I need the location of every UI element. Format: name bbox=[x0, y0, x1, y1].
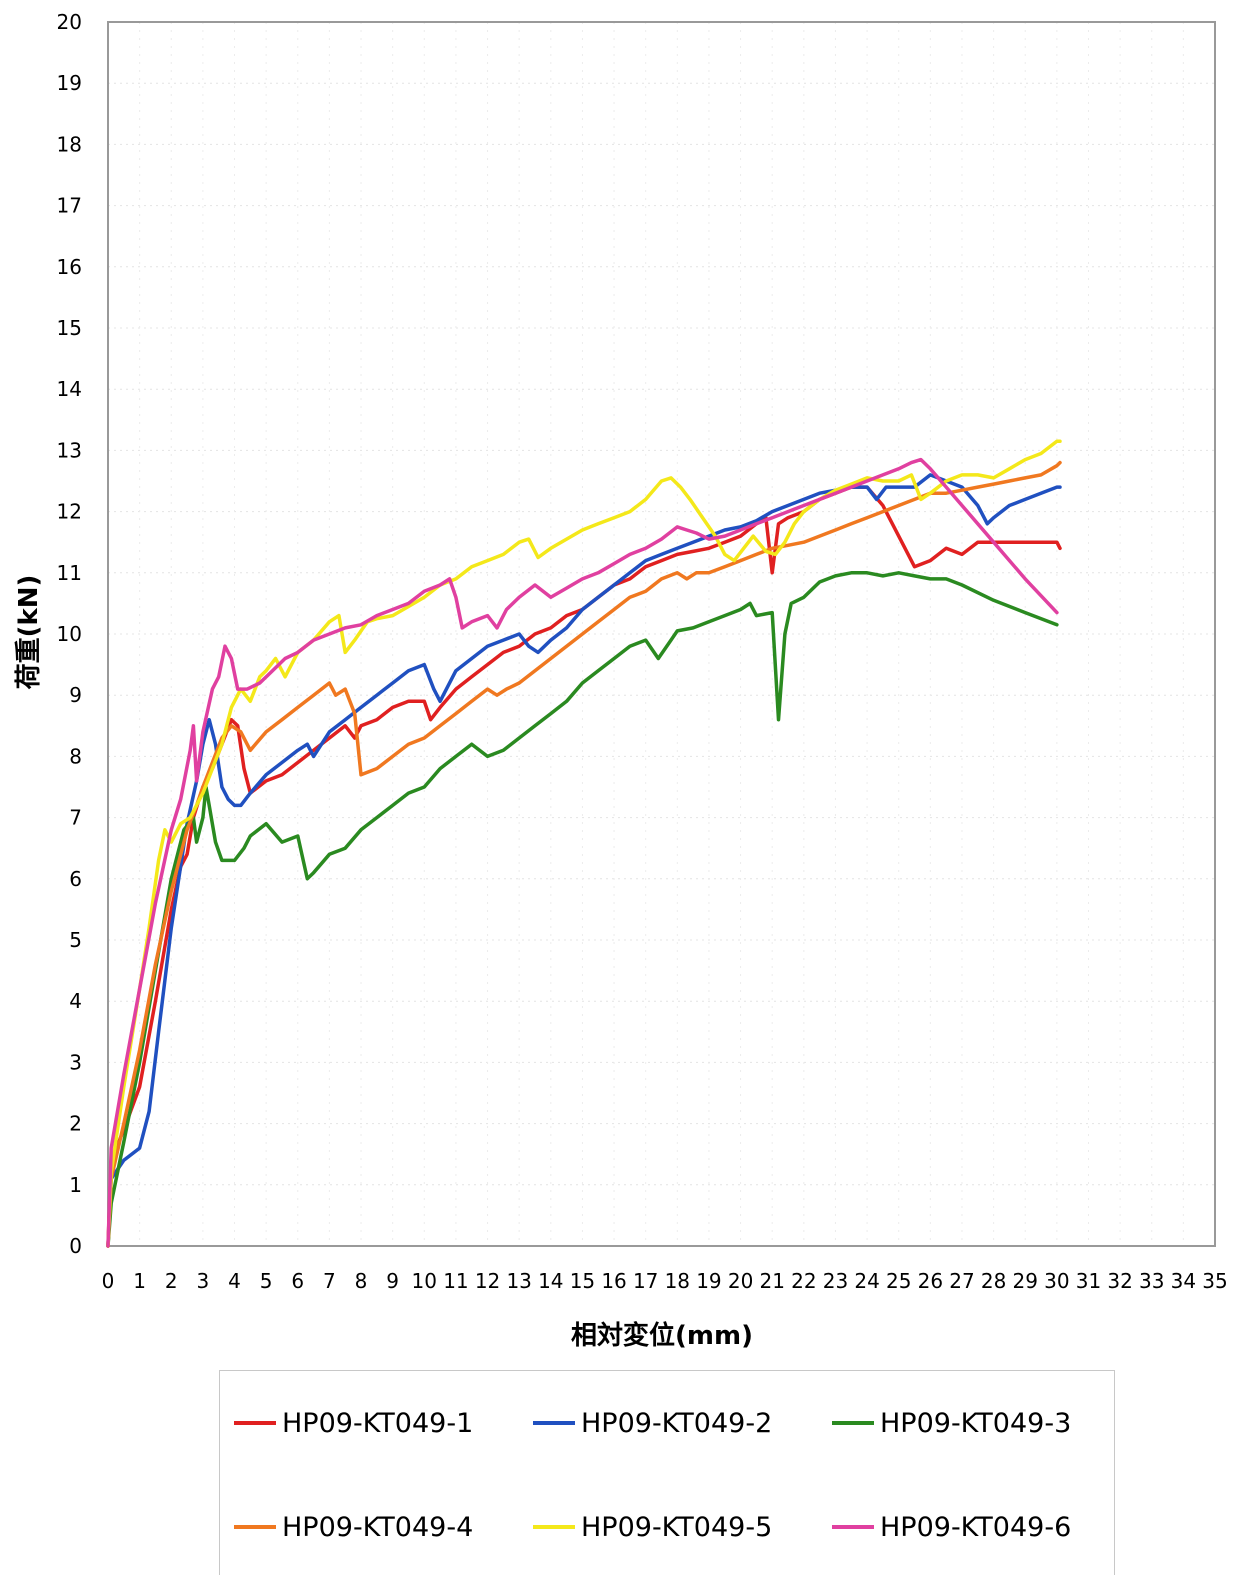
x-tick-label: 18 bbox=[665, 1269, 690, 1293]
legend-label: HP09-KT049-4 bbox=[282, 1511, 474, 1543]
x-tick-label: 33 bbox=[1139, 1269, 1164, 1293]
series-line-5 bbox=[106, 439, 1062, 1248]
legend: HP09-KT049-1 HP09-KT049-2 HP09-KT049-3 HP09… bbox=[219, 1370, 1115, 1575]
x-tick-label: 2 bbox=[165, 1269, 178, 1293]
y-axis-title: 荷重(kN) bbox=[14, 575, 44, 690]
legend-label: HP09-KT049-2 bbox=[581, 1407, 773, 1439]
x-tick-label: 7 bbox=[323, 1269, 336, 1293]
legend-item-5: HP09-KT049-5 bbox=[533, 1507, 772, 1547]
legend-swatch bbox=[533, 1525, 575, 1529]
x-tick-label: 29 bbox=[1013, 1269, 1038, 1293]
y-tick-label: 7 bbox=[69, 806, 82, 830]
x-tick-label: 16 bbox=[601, 1269, 626, 1293]
y-tick-label: 17 bbox=[57, 194, 82, 218]
legend-item-6: HP09-KT049-6 bbox=[832, 1507, 1071, 1547]
legend-label: HP09-KT049-6 bbox=[880, 1511, 1072, 1543]
x-tick-label: 1 bbox=[133, 1269, 146, 1293]
y-tick-label: 0 bbox=[69, 1234, 82, 1258]
y-tick-label: 18 bbox=[57, 132, 82, 156]
x-tick-label: 23 bbox=[823, 1269, 848, 1293]
legend-swatch bbox=[832, 1525, 874, 1529]
legend-swatch bbox=[533, 1421, 575, 1425]
x-tick-label: 27 bbox=[949, 1269, 974, 1293]
series-line-3 bbox=[106, 571, 1059, 1248]
x-tick-label: 25 bbox=[886, 1269, 911, 1293]
y-tick-label: 10 bbox=[57, 622, 82, 646]
legend-item-2: HP09-KT049-2 bbox=[533, 1403, 772, 1443]
legend-label: HP09-KT049-3 bbox=[880, 1407, 1072, 1439]
x-tick-label: 9 bbox=[386, 1269, 399, 1293]
y-tick-label: 15 bbox=[57, 316, 82, 340]
y-tick-label: 2 bbox=[69, 1112, 82, 1136]
grid-lines bbox=[107, 21, 1216, 1247]
y-tick-label: 12 bbox=[57, 500, 82, 524]
x-tick-label: 19 bbox=[696, 1269, 721, 1293]
y-tick-label: 11 bbox=[57, 561, 82, 585]
x-axis-title: 相対変位(mm) bbox=[571, 1320, 753, 1351]
x-tick-label: 3 bbox=[197, 1269, 210, 1293]
x-tick-label: 22 bbox=[791, 1269, 816, 1293]
legend-label: HP09-KT049-1 bbox=[282, 1407, 474, 1439]
x-tick-label: 30 bbox=[1044, 1269, 1069, 1293]
y-tick-label: 1 bbox=[69, 1173, 82, 1197]
series-line-1 bbox=[106, 485, 1062, 1248]
x-tick-label: 10 bbox=[412, 1269, 437, 1293]
plot-area bbox=[107, 21, 1216, 1247]
x-tick-label: 31 bbox=[1076, 1269, 1101, 1293]
y-tick-label: 16 bbox=[57, 255, 82, 279]
y-tick-label: 20 bbox=[57, 10, 82, 34]
x-tick-label: 15 bbox=[570, 1269, 595, 1293]
x-tick-label: 13 bbox=[506, 1269, 531, 1293]
legend-item-1: HP09-KT049-1 bbox=[234, 1403, 473, 1443]
legend-item-4: HP09-KT049-4 bbox=[234, 1507, 473, 1547]
y-tick-label: 5 bbox=[69, 928, 82, 952]
x-tick-label: 26 bbox=[918, 1269, 943, 1293]
legend-swatch bbox=[234, 1525, 276, 1529]
x-tick-label: 35 bbox=[1202, 1269, 1227, 1293]
legend-label: HP09-KT049-5 bbox=[581, 1511, 773, 1543]
y-tick-label: 19 bbox=[57, 71, 82, 95]
y-tick-label: 14 bbox=[57, 377, 82, 401]
x-tick-label: 34 bbox=[1171, 1269, 1196, 1293]
y-tick-label: 9 bbox=[69, 683, 82, 707]
x-tick-label: 6 bbox=[291, 1269, 304, 1293]
x-tick-label: 14 bbox=[538, 1269, 563, 1293]
x-tick-label: 21 bbox=[759, 1269, 784, 1293]
x-tick-label: 4 bbox=[228, 1269, 241, 1293]
y-tick-label: 6 bbox=[69, 867, 82, 891]
legend-swatch bbox=[234, 1421, 276, 1425]
x-tick-label: 17 bbox=[633, 1269, 658, 1293]
x-tick-label: 12 bbox=[475, 1269, 500, 1293]
legend-swatch bbox=[832, 1421, 874, 1425]
x-tick-label: 5 bbox=[260, 1269, 273, 1293]
series-line-2 bbox=[106, 473, 1062, 1248]
legend-item-3: HP09-KT049-3 bbox=[832, 1403, 1071, 1443]
x-tick-label: 11 bbox=[443, 1269, 468, 1293]
x-tick-label: 24 bbox=[854, 1269, 879, 1293]
x-axis-ticks: 0 1 2 3 4 5 6 7 8 9 10 11 12 13 14 15 16 17 18 19 20 21 22 23 24… bbox=[102, 1269, 1228, 1293]
series-line-6 bbox=[106, 457, 1059, 1248]
series-lines bbox=[106, 439, 1062, 1248]
y-tick-label: 3 bbox=[69, 1050, 82, 1074]
series-line-4 bbox=[106, 460, 1062, 1248]
y-tick-label: 8 bbox=[69, 744, 82, 768]
y-tick-label: 4 bbox=[69, 989, 82, 1013]
x-tick-label: 20 bbox=[728, 1269, 753, 1293]
x-tick-label: 32 bbox=[1107, 1269, 1132, 1293]
y-tick-label: 13 bbox=[57, 438, 82, 462]
x-tick-label: 8 bbox=[355, 1269, 368, 1293]
x-tick-label: 28 bbox=[981, 1269, 1006, 1293]
x-tick-label: 0 bbox=[102, 1269, 115, 1293]
